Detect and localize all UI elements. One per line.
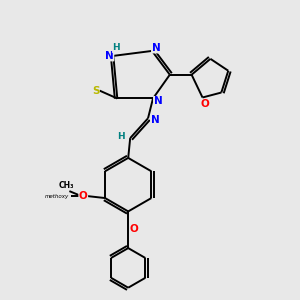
Text: methoxy: methoxy bbox=[45, 194, 69, 199]
Text: N: N bbox=[152, 43, 160, 53]
Text: O: O bbox=[130, 224, 139, 234]
Text: N: N bbox=[154, 97, 162, 106]
Text: N: N bbox=[105, 51, 114, 61]
Text: N: N bbox=[151, 115, 159, 125]
Text: H: H bbox=[112, 44, 120, 52]
Text: S: S bbox=[92, 85, 99, 96]
Text: CH₃: CH₃ bbox=[58, 181, 74, 190]
Text: O: O bbox=[79, 191, 88, 201]
Text: O: O bbox=[200, 99, 209, 110]
Text: H: H bbox=[118, 132, 125, 141]
